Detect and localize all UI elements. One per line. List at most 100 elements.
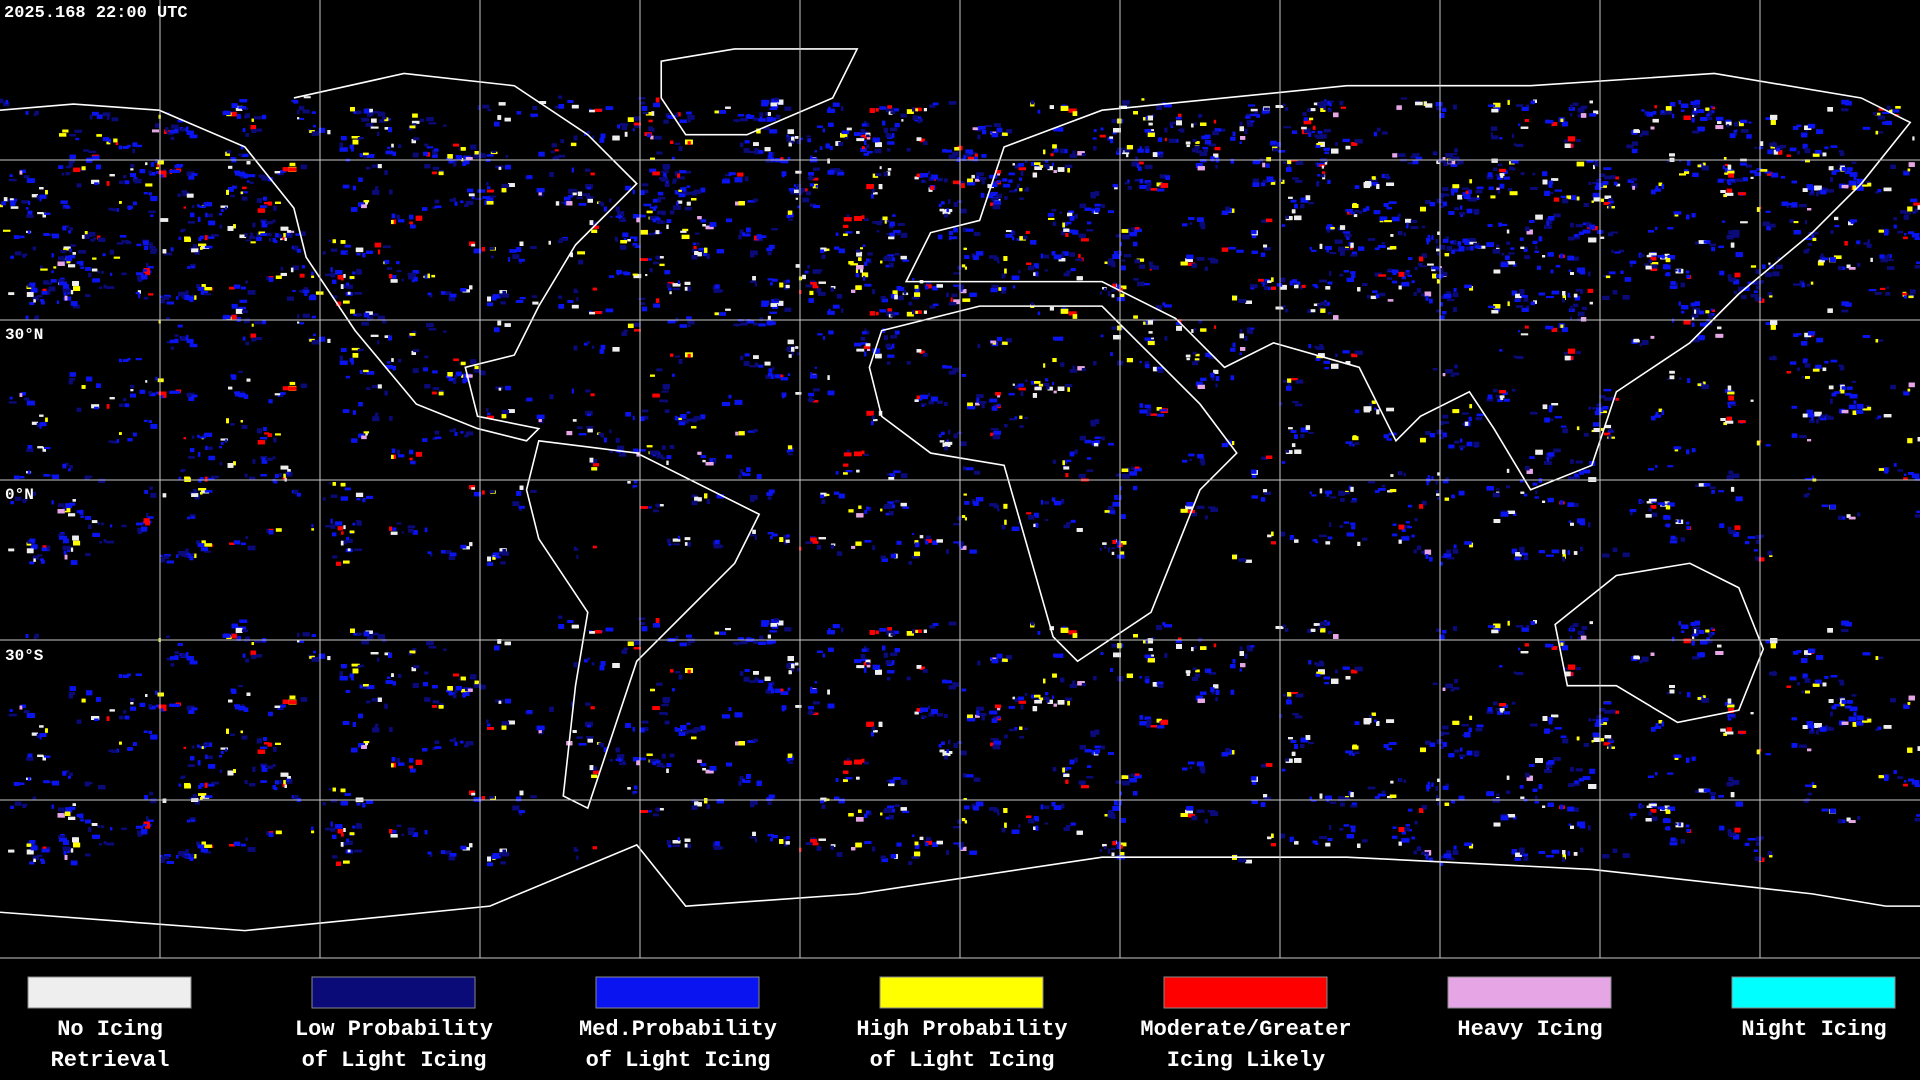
icing-pixel xyxy=(1907,206,1913,212)
icing-pixel xyxy=(1648,259,1653,264)
icing-pixel xyxy=(686,185,691,188)
icing-pixel xyxy=(1078,253,1081,259)
icing-pixel xyxy=(1721,220,1726,223)
icing-pixel xyxy=(229,286,235,290)
icing-pixel xyxy=(1376,127,1381,132)
icing-pixel xyxy=(80,266,85,269)
icing-pixel xyxy=(1613,181,1618,186)
icing-pixel xyxy=(1358,246,1365,251)
icing-pixel xyxy=(339,147,348,152)
icing-pixel xyxy=(1203,148,1209,153)
icing-pixel xyxy=(714,110,719,114)
icing-pixel xyxy=(392,151,396,156)
icing-pixel xyxy=(384,170,388,176)
icing-pixel xyxy=(1903,215,1910,220)
icing-pixel xyxy=(1004,268,1007,274)
icing-pixel xyxy=(1250,113,1257,117)
icing-pixel xyxy=(1886,259,1894,262)
icing-pixel xyxy=(1627,179,1635,183)
icing-pixel xyxy=(1646,111,1654,117)
icing-pixel xyxy=(181,228,186,232)
icing-pixel xyxy=(1365,206,1370,211)
icing-pixel xyxy=(632,273,638,276)
icing-pixel xyxy=(1801,282,1805,288)
icing-pixel xyxy=(1726,124,1730,128)
icing-pixel xyxy=(228,165,233,169)
icing-pixel xyxy=(165,127,169,132)
icing-pixel xyxy=(1469,179,1473,184)
icing-pixel xyxy=(119,201,122,204)
icing-pixel xyxy=(563,196,571,201)
icing-pixel xyxy=(27,230,31,235)
icing-pixel xyxy=(986,193,994,199)
icing-pixel xyxy=(1464,240,1470,245)
icing-pixel xyxy=(771,228,779,231)
icing-pixel xyxy=(1374,272,1382,277)
icing-pixel xyxy=(843,233,848,236)
icing-pixel xyxy=(1331,148,1339,154)
icing-pixel xyxy=(1379,216,1388,221)
icing-pixel xyxy=(1059,211,1062,214)
icing-pixel xyxy=(1733,229,1740,235)
icing-pixel xyxy=(1137,166,1142,171)
icing-pixel xyxy=(1252,235,1257,239)
icing-pixel xyxy=(884,255,893,261)
icing-pixel xyxy=(1159,174,1167,179)
icing-pixel xyxy=(469,285,473,290)
icing-pixel xyxy=(1524,255,1531,260)
icing-pixel xyxy=(1323,128,1331,133)
icing-pixel xyxy=(1327,224,1333,227)
icing-pixel xyxy=(387,146,391,150)
icing-pixel xyxy=(449,293,457,298)
icing-pixel xyxy=(516,111,522,115)
icing-pixel xyxy=(1262,107,1265,112)
icing-pixel xyxy=(1845,171,1852,174)
icing-pixel xyxy=(132,148,135,154)
icing-pixel xyxy=(116,242,124,245)
icing-pixel xyxy=(1496,187,1500,191)
icing-pixel xyxy=(981,180,985,185)
icing-pixel xyxy=(79,260,84,266)
icing-pixel xyxy=(1728,277,1736,281)
icing-pixel xyxy=(1387,269,1394,272)
icing-pixel xyxy=(1435,268,1444,272)
icing-pixel xyxy=(1507,252,1515,255)
icing-pixel xyxy=(815,185,818,188)
icing-pixel xyxy=(149,246,156,249)
icing-pixel xyxy=(1427,234,1430,238)
icing-pixel xyxy=(488,195,496,198)
icing-pixel xyxy=(632,128,635,132)
icing-pixel xyxy=(1786,205,1790,209)
icing-pixel xyxy=(115,142,119,146)
icing-pixel xyxy=(1733,129,1737,133)
icing-pixel xyxy=(1580,289,1584,294)
icing-pixel xyxy=(1262,162,1266,168)
icing-pixel xyxy=(201,284,206,287)
icing-pixel xyxy=(572,188,578,192)
icing-pixel xyxy=(1469,241,1477,245)
icing-pixel xyxy=(1824,146,1829,150)
icing-pixel xyxy=(1012,236,1015,241)
icing-pixel xyxy=(1750,176,1754,179)
icing-pixel xyxy=(1857,263,1861,267)
icing-pixel xyxy=(1299,285,1303,290)
icing-pixel xyxy=(1576,161,1585,167)
icing-pixel xyxy=(1051,151,1059,154)
icing-pixel xyxy=(1719,270,1725,276)
icing-pixel xyxy=(1750,293,1759,298)
icing-pixel xyxy=(786,134,789,138)
icing-pixel xyxy=(1144,283,1150,286)
icing-pixel xyxy=(1245,115,1251,119)
icing-pixel xyxy=(1750,265,1757,268)
icing-pixel xyxy=(704,247,708,253)
icing-pixel xyxy=(1126,152,1129,158)
icing-pixel xyxy=(952,151,959,157)
icing-pixel xyxy=(275,275,282,279)
icing-pixel xyxy=(809,203,817,207)
icing-pixel xyxy=(150,248,157,254)
icing-pixel xyxy=(1456,161,1461,165)
icing-pixel xyxy=(1515,104,1524,107)
icing-pixel xyxy=(651,111,655,116)
icing-pixel xyxy=(51,270,54,274)
icing-pixel xyxy=(796,192,803,196)
